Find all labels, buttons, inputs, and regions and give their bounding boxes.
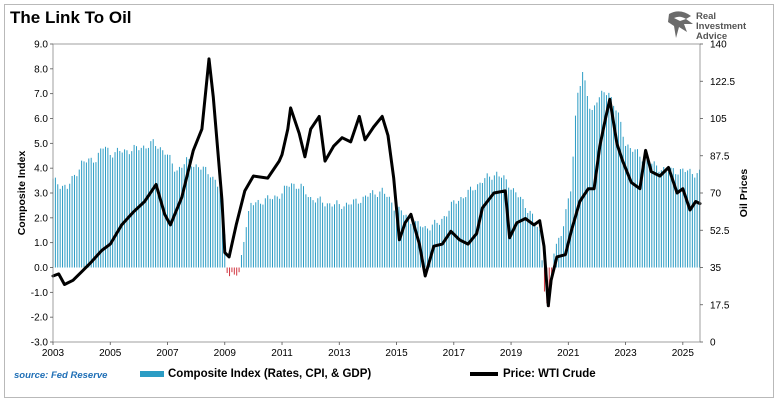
x-tick-label: 2013 xyxy=(328,348,351,359)
y-left-tick-label: 2.0 xyxy=(34,213,48,224)
y-right-tick-label: 35 xyxy=(710,263,722,274)
y-left-tick-label: 3.0 xyxy=(34,189,48,200)
y-right-tick-label: 70 xyxy=(710,189,722,200)
y-left-tick-label: -2.0 xyxy=(31,313,49,324)
legend-swatch-composite xyxy=(140,371,164,377)
x-tick-label: 2021 xyxy=(557,348,580,359)
y-right-tick-label: 140 xyxy=(710,40,727,51)
wti-price-line xyxy=(51,57,702,308)
legend-swatch-wti xyxy=(470,372,498,376)
brand-logo: Real Investment Advice xyxy=(666,10,766,42)
y-left-tick-label: 0.0 xyxy=(34,263,48,274)
bar-series xyxy=(52,72,701,308)
x-tick-label: 2009 xyxy=(214,348,237,359)
y-left-tick-label: 9.0 xyxy=(34,40,48,51)
brand-logo-text: Real Investment Advice xyxy=(696,11,747,42)
x-tick-label: 2003 xyxy=(42,348,65,359)
y-right-tick-label: 0 xyxy=(710,338,716,349)
y-right-tick-label: 105 xyxy=(710,114,727,125)
y-right-tick-label: 17.5 xyxy=(710,300,730,311)
eagle-head-icon xyxy=(668,11,693,38)
legend-label-composite: Composite Index (Rates, CPI, & GDP) xyxy=(168,368,372,380)
y-left-tick-label: 6.0 xyxy=(34,114,48,125)
y-left-tick-label: 7.0 xyxy=(34,89,48,100)
x-tick-label: 2017 xyxy=(443,348,466,359)
source-note: source: Fed Reserve xyxy=(14,370,108,381)
legend-item-composite: Composite Index (Rates, CPI, & GDP) xyxy=(140,368,371,380)
x-tick-label: 2007 xyxy=(156,348,179,359)
y-left-tick-label: 1.0 xyxy=(34,238,48,249)
legend-label-wti: Price: WTI Crude xyxy=(503,368,596,380)
y-right-tick-label: 52.5 xyxy=(710,226,730,237)
y-left-tick-label: -3.0 xyxy=(31,338,49,349)
x-tick-label: 2015 xyxy=(385,348,408,359)
x-tick-label: 2019 xyxy=(500,348,523,359)
y-axis-right-label: Oil Prices xyxy=(738,169,750,218)
y-left-tick-label: 4.0 xyxy=(34,164,48,175)
axes-layer xyxy=(50,43,703,345)
y-right-tick-label: 122.5 xyxy=(710,77,735,88)
legend-item-wti: Price: WTI Crude xyxy=(470,368,596,380)
y-right-tick-label: 87.5 xyxy=(710,151,730,162)
x-tick-label: 2023 xyxy=(614,348,637,359)
y-left-tick-label: 5.0 xyxy=(34,139,48,150)
y-left-tick-label: -1.0 xyxy=(31,288,49,299)
x-tick-label: 2025 xyxy=(672,348,695,359)
line-series xyxy=(51,57,702,308)
chart-title: The Link To Oil xyxy=(10,8,132,27)
tick-labels: -3.0 -2.0 -1.0 0.0 1.0 2.0 3.0 4.0 5.0 6.0 7.0 8.0 9… xyxy=(31,40,736,360)
x-tick-label: 2011 xyxy=(271,348,293,359)
y-axis-left-label: Composite Index xyxy=(16,151,28,236)
x-tick-label: 2005 xyxy=(99,348,122,359)
y-left-tick-label: 8.0 xyxy=(34,64,48,75)
